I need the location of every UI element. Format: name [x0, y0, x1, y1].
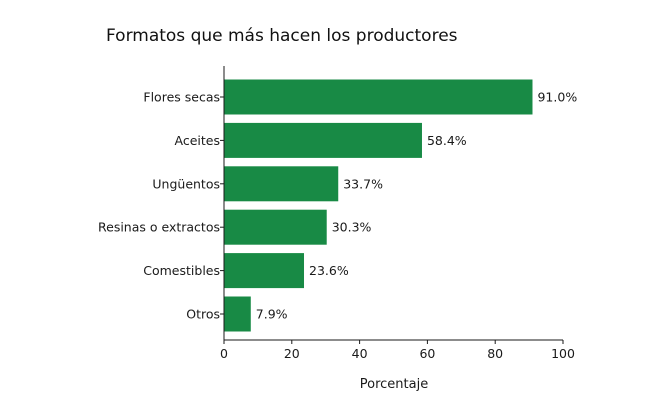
bar: [224, 166, 339, 202]
category-label: Otros: [186, 307, 220, 322]
bar-value-label: 7.9%: [256, 307, 288, 322]
bar: [224, 79, 533, 115]
bars-layer: [224, 79, 533, 332]
axes-layer: 0 20 40 60 80 100: [220, 66, 575, 361]
category-label: Resinas o extractos: [98, 220, 220, 235]
x-tick-label: 0: [220, 346, 228, 361]
bar: [224, 122, 422, 158]
category-label: Ungüentos: [152, 176, 220, 191]
bar-value-label: 33.7%: [343, 176, 383, 191]
x-tick-label: 100: [551, 346, 575, 361]
x-axis-label: Porcentaje: [360, 377, 428, 392]
category-label: Aceites: [175, 133, 220, 148]
x-tick-label: 20: [284, 346, 300, 361]
bar-value-label: 30.3%: [332, 220, 372, 235]
bar: [224, 253, 305, 289]
category-label: Flores secas: [143, 90, 220, 105]
value-labels-layer: 91.0% 58.4% 33.7% 30.3% 23.6% 7.9%: [256, 90, 578, 322]
x-tick-label: 40: [352, 346, 368, 361]
bar-value-label: 91.0%: [537, 90, 577, 105]
bar: [224, 296, 251, 332]
bar: [224, 209, 327, 245]
category-labels-layer: Flores secas Aceites Ungüentos Resinas o ex…: [98, 90, 220, 322]
chart-title: Formatos que más hacen los productores: [106, 26, 458, 46]
bar-value-label: 58.4%: [427, 133, 467, 148]
x-tick-label: 80: [487, 346, 503, 361]
bar-value-label: 23.6%: [309, 263, 349, 278]
category-label: Comestibles: [143, 263, 220, 278]
x-tick-label: 60: [419, 346, 435, 361]
